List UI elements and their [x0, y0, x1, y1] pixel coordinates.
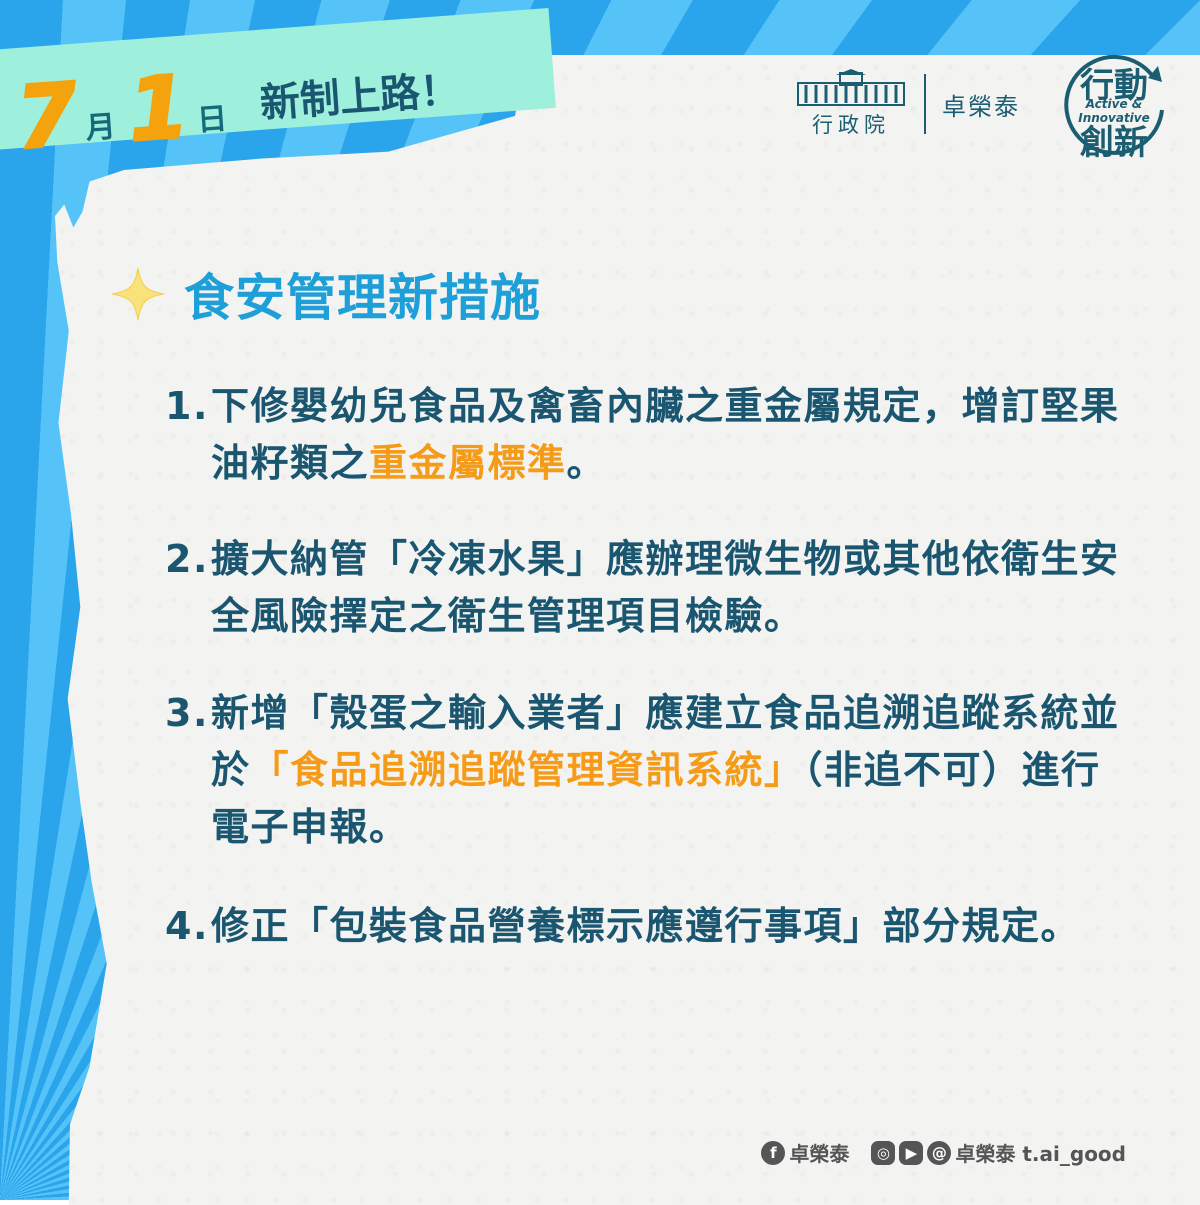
sparkle-icon [111, 267, 165, 321]
seal-line-3: 創新 [1080, 123, 1148, 163]
section-title: 食安管理新措施 [184, 269, 541, 327]
item-number: 4. [165, 904, 209, 948]
day-number: 1 [124, 56, 194, 163]
item-text: 下修嬰幼兒食品及禽畜內臟之重金屬規定，增訂堅果油籽類之重金屬標準。 [211, 378, 1131, 492]
highlight-text: 重金屬標準 [369, 441, 567, 485]
youtube-icon[interactable]: ▶ [899, 1140, 924, 1165]
premier-name: 卓榮泰 [942, 92, 1020, 121]
seal-line-1: 行動 [1080, 66, 1148, 106]
logo-divider [924, 74, 926, 134]
section-heading: 食安管理新措施 [108, 258, 541, 330]
seal-line-2: Active & Innovative [1078, 97, 1150, 125]
banner-slogan: 新制上路！ [258, 67, 462, 128]
item-text: 擴大納管「冷凍水果」應辦理微生物或其他依衛生安全風險擇定之衛生管理項目檢驗。 [211, 537, 1120, 638]
paper-sheet [55, 55, 1200, 1205]
item-text-part: 新增「殼蛋之輸入業者」應建立食品追溯追蹤系統並於 [211, 691, 1120, 792]
item-text-part: 。 [566, 441, 607, 485]
social-handle[interactable]: 卓榮泰 t.ai_good [955, 1142, 1126, 1166]
gov-name: 行政院 [812, 113, 890, 137]
facebook-icon[interactable]: f [761, 1140, 786, 1165]
list-item-1: 1. 下修嬰幼兒食品及禽畜內臟之重金屬規定，增訂堅果油籽類之重金屬標準。 [165, 378, 1131, 492]
item-text: 修正「包裝食品營養標示應遵行事項」部分規定。 [211, 904, 1081, 948]
facebook-name[interactable]: 卓榮泰 [789, 1142, 850, 1166]
item-text-part: （非追不可）進行電子申報。 [211, 748, 1101, 849]
list-item-3: 3. 新增「殼蛋之輸入業者」應建立食品追溯追蹤系統並於「食品追溯追蹤管理資訊系統… [165, 685, 1131, 856]
item-text-part: 下修嬰幼兒食品及禽畜內臟之重金屬規定，增訂堅果油籽類之 [211, 384, 1120, 485]
social-footer: f 卓榮泰 ◎ ▶ @ 卓榮泰 t.ai_good [761, 1138, 1126, 1167]
action-innovation-seal: 行動 Active & Innovative 創新 [1058, 48, 1170, 163]
list-item-2: 2. 擴大納管「冷凍水果」應辦理微生物或其他依衛生安全風險擇定之衛生管理項目檢驗… [165, 531, 1131, 645]
government-building-icon [797, 69, 905, 106]
item-number: 2. [165, 537, 209, 581]
highlight-text: 「食品追溯追蹤管理資訊系統」 [250, 748, 804, 792]
executive-yuan-logo: 行政院 [796, 69, 906, 139]
item-number: 3. [165, 691, 209, 735]
instagram-icon[interactable]: ◎ [871, 1140, 896, 1165]
seal-ring-icon [1064, 54, 1164, 155]
day-unit: 日 [196, 101, 229, 139]
month-number: 7 [12, 64, 82, 171]
list-item-4: 4. 修正「包裝食品營養標示應遵行事項」部分規定。 [165, 898, 1131, 955]
header-logos: 行政院 卓榮泰 行動 Active & Innovative 創新 [796, 48, 1170, 163]
item-text: 新增「殼蛋之輸入業者」應建立食品追溯追蹤系統並於「食品追溯追蹤管理資訊系統」（非… [211, 685, 1131, 856]
month-unit: 月 [84, 109, 117, 147]
threads-icon[interactable]: @ [927, 1140, 952, 1165]
item-number: 1. [165, 384, 209, 428]
